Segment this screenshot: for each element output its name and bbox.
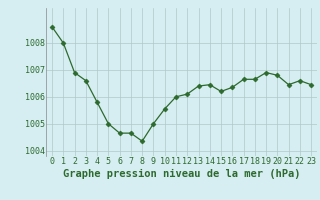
X-axis label: Graphe pression niveau de la mer (hPa): Graphe pression niveau de la mer (hPa) [63,169,300,179]
